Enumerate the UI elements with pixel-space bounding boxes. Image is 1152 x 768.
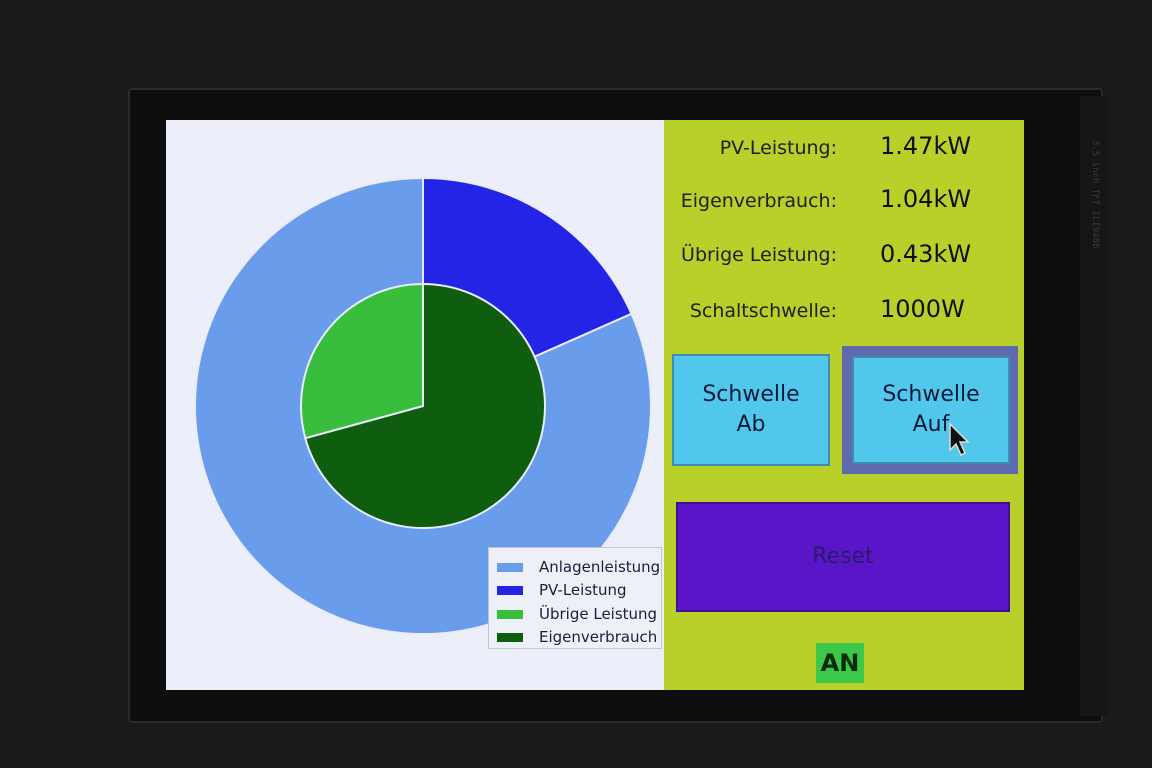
legend-swatch (497, 632, 523, 642)
schwelle-ab-button[interactable]: Schwelle Ab (672, 354, 830, 466)
pv-leistung-label: PV-Leistung: (719, 137, 837, 159)
eigenverbrauch-label: Eigenverbrauch: (680, 190, 837, 212)
legend-item-anlagenleistung: Anlagenleistung (497, 556, 660, 578)
legend-swatch (497, 609, 523, 619)
legend-label: PV-Leistung (539, 581, 627, 599)
uebrige-leistung-label: Übrige Leistung: (681, 244, 837, 266)
donut-chart-pane: Anlagenleistung PV-Leistung Übrige Leist… (166, 120, 664, 690)
reset-button[interactable]: Reset (676, 502, 1010, 612)
legend-label: Anlagenleistung (539, 558, 661, 576)
inner-slice--brige-leistung (300, 282, 424, 440)
inner-slice-eigenverbrauch (304, 282, 546, 529)
legend-swatch (497, 562, 523, 572)
legend-label: Eigenverbrauch (539, 628, 658, 646)
schaltschwelle-value: 1000W (880, 295, 965, 323)
legend-item-pv-leistung: PV-Leistung (497, 579, 627, 601)
legend-item-uebrige-leistung: Übrige Leistung (497, 603, 657, 625)
legend-label: Übrige Leistung (539, 605, 658, 623)
chart-legend: Anlagenleistung PV-Leistung Übrige Leist… (488, 547, 662, 649)
control-panel: PV-Leistung: 1.47kW Eigenverbrauch: 1.04… (664, 120, 1024, 690)
bezel-label: 3.5 inch TFT ILI9488 (1090, 140, 1100, 249)
bezel-edge (1080, 96, 1108, 716)
mouse-pointer-icon (949, 422, 970, 457)
schaltschwelle-label: Schaltschwelle: (689, 300, 837, 322)
schwelle-auf-button[interactable]: Schwelle Auf (852, 356, 1010, 464)
status-indicator: AN (816, 643, 864, 683)
legend-item-eigenverbrauch: Eigenverbrauch (497, 626, 657, 648)
pv-leistung-value: 1.47kW (880, 132, 972, 160)
uebrige-leistung-value: 0.43kW (880, 240, 972, 268)
donut-chart (194, 176, 652, 635)
legend-swatch (497, 585, 523, 595)
eigenverbrauch-value: 1.04kW (880, 185, 972, 213)
touch-screen: Anlagenleistung PV-Leistung Übrige Leist… (166, 120, 1024, 690)
